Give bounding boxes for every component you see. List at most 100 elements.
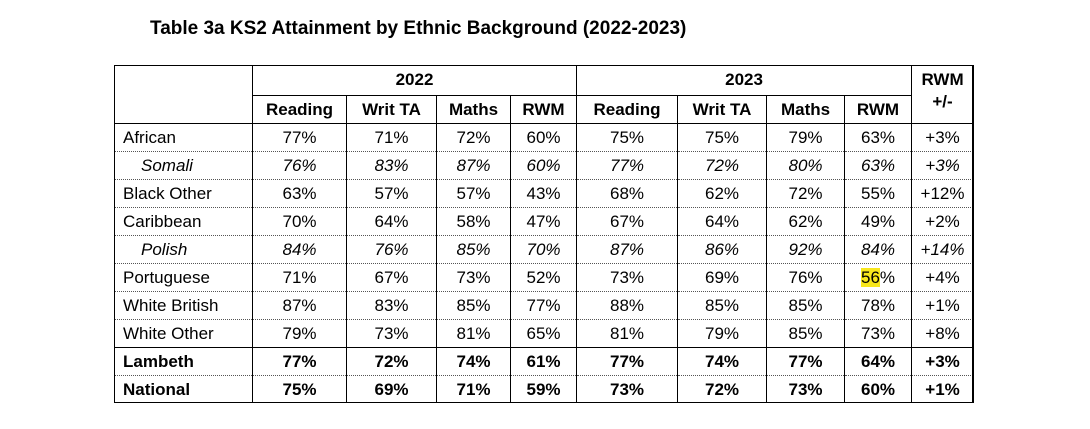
value-cell: 71% (252, 263, 347, 292)
row-label: National (114, 375, 253, 403)
value-cell: 72% (766, 179, 846, 208)
col-header: RWM (844, 95, 913, 124)
row-label: African (114, 123, 253, 152)
row-label: Caribbean (114, 207, 253, 236)
value-cell: 60% (509, 151, 578, 180)
value-cell: 61% (509, 347, 578, 376)
value-cell: 81% (576, 319, 679, 348)
value-cell: 72% (677, 375, 768, 403)
table-row: Lambeth 77% 72% 74% 61% 77% 74% 77% 64% +3% (114, 347, 975, 376)
value-cell: 60% (844, 375, 913, 403)
value-cell: 67% (576, 207, 679, 236)
value-cell: 49% (844, 207, 913, 236)
table-title: Table 3a KS2 Attainment by Ethnic Backgr… (150, 18, 687, 39)
change-cell: +4% (911, 263, 975, 292)
value-cell: 62% (677, 179, 768, 208)
table-row: Polish 84% 76% 85% 70% 87% 86% 92% 84% +14% (114, 235, 975, 264)
value-cell: 72% (346, 347, 437, 376)
col-header: Reading (252, 95, 347, 124)
change-cell: +12% (911, 179, 975, 208)
value-cell: 65% (509, 319, 578, 348)
value-cell: 77% (766, 347, 846, 376)
change-cell: +14% (911, 235, 975, 264)
value-cell: 81% (436, 319, 511, 348)
highlighted-value: 56 (861, 268, 880, 287)
value-cell: 71% (346, 123, 437, 152)
table-row: Portuguese 71% 67% 73% 52% 73% 69% 76% 56% +4% (114, 263, 975, 292)
value-cell: 63% (844, 151, 913, 180)
value-cell: 58% (436, 207, 511, 236)
value-cell: 85% (436, 235, 511, 264)
value-cell: 75% (576, 123, 679, 152)
value-cell: 75% (252, 375, 347, 403)
table-row: Somali 76% 83% 87% 60% 77% 72% 80% 63% +3% (114, 151, 975, 180)
value-cell: 69% (346, 375, 437, 403)
table-row: African 77% 71% 72% 60% 75% 75% 79% 63% +3% (114, 123, 975, 152)
table-row: White Other 79% 73% 81% 65% 81% 79% 85% 73% +8% (114, 319, 975, 348)
value-cell: 63% (252, 179, 347, 208)
col-header: Writ TA (346, 95, 437, 124)
table-body: African 77% 71% 72% 60% 75% 75% 79% 63% +3% Somali… (114, 123, 975, 403)
value-cell: 77% (576, 347, 679, 376)
value-cell: 85% (766, 291, 846, 320)
value-cell: 64% (844, 347, 913, 376)
year-2023-header: 2023 (576, 65, 913, 96)
value-cell: 74% (436, 347, 511, 376)
corner-cell (114, 65, 253, 124)
value-cell: 73% (346, 319, 437, 348)
change-cell: +1% (911, 375, 975, 403)
value-cell: 77% (252, 123, 347, 152)
table-row: Black Other 63% 57% 57% 43% 68% 62% 72% 55% +12% (114, 179, 975, 208)
value-cell: 85% (677, 291, 768, 320)
value-cell: 79% (252, 319, 347, 348)
row-label: Lambeth (114, 347, 253, 376)
value-cell: 88% (576, 291, 679, 320)
value-cell: 84% (844, 235, 913, 264)
value-cell: 43% (509, 179, 578, 208)
value-cell: 80% (766, 151, 846, 180)
value-cell: 62% (766, 207, 846, 236)
value-suffix: % (879, 268, 896, 287)
row-label: Polish (114, 235, 253, 264)
value-cell: 79% (766, 123, 846, 152)
value-cell: 87% (576, 235, 679, 264)
row-label: White British (114, 291, 253, 320)
col-header: Writ TA (677, 95, 768, 124)
change-cell: +3% (911, 347, 975, 376)
table-row: White British 87% 83% 85% 77% 88% 85% 85% 78% +1% (114, 291, 975, 320)
value-cell: 76% (346, 235, 437, 264)
value-cell: 68% (576, 179, 679, 208)
table-row: Caribbean 70% 64% 58% 47% 67% 64% 62% 49% +2% (114, 207, 975, 236)
value-cell: 83% (346, 151, 437, 180)
col-header: Maths (766, 95, 846, 124)
row-label: Somali (114, 151, 253, 180)
value-cell: 92% (766, 235, 846, 264)
value-cell: 78% (844, 291, 913, 320)
value-cell: 85% (436, 291, 511, 320)
value-cell: 67% (346, 263, 437, 292)
value-cell: 85% (766, 319, 846, 348)
value-cell: 71% (436, 375, 511, 403)
value-cell: 72% (436, 123, 511, 152)
value-cell: 87% (436, 151, 511, 180)
row-label: White Other (114, 319, 253, 348)
value-cell: 76% (766, 263, 846, 292)
change-cell: +3% (911, 123, 975, 152)
row-label: Black Other (114, 179, 253, 208)
rwm-change-header: RWM +/- (911, 65, 975, 124)
value-cell: 79% (677, 319, 768, 348)
value-cell: 76% (252, 151, 347, 180)
value-cell: 64% (346, 207, 437, 236)
col-header: Reading (576, 95, 679, 124)
value-cell: 55% (844, 179, 913, 208)
attainment-table: 2022 2023 RWM +/- Reading Writ TA Maths … (114, 65, 975, 403)
value-cell: 64% (677, 207, 768, 236)
value-cell: 70% (509, 235, 578, 264)
col-header: Maths (436, 95, 511, 124)
table-row: National 75% 69% 71% 59% 73% 72% 73% 60% +1% (114, 375, 975, 403)
value-cell: 72% (677, 151, 768, 180)
row-label: Portuguese (114, 263, 253, 292)
value-cell: 74% (677, 347, 768, 376)
value-cell: 52% (509, 263, 578, 292)
value-cell: 70% (252, 207, 347, 236)
